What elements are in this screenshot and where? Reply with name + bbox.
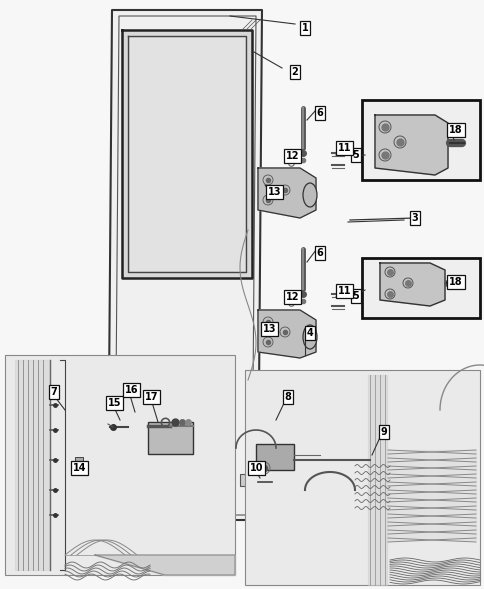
Polygon shape (95, 555, 235, 575)
Bar (75, 457, 83, 475)
Text: 11: 11 (337, 286, 351, 296)
Text: 18: 18 (448, 125, 462, 135)
Text: 5: 5 (352, 150, 359, 160)
Bar (244, 370, 479, 585)
Text: 12: 12 (286, 151, 299, 161)
Polygon shape (108, 10, 261, 520)
Text: 14: 14 (73, 463, 87, 473)
Polygon shape (257, 168, 316, 218)
Bar (361, 100, 479, 180)
Text: 13: 13 (268, 187, 281, 197)
Text: 3: 3 (411, 213, 418, 223)
Text: 6: 6 (316, 248, 323, 258)
Text: 18: 18 (448, 277, 462, 287)
Text: 13: 13 (263, 324, 276, 334)
Text: 10: 10 (250, 463, 263, 473)
Text: 17: 17 (145, 392, 158, 402)
Text: 15: 15 (108, 398, 121, 408)
Text: 8: 8 (284, 392, 291, 402)
Ellipse shape (302, 325, 317, 349)
Bar (240, 474, 252, 486)
Text: 12: 12 (286, 292, 299, 302)
Text: 16: 16 (125, 385, 138, 395)
Text: 5: 5 (352, 291, 359, 301)
Polygon shape (257, 310, 316, 358)
Bar (5, 355, 235, 575)
Text: 11: 11 (337, 143, 351, 153)
Text: 2: 2 (291, 67, 298, 77)
Bar (361, 258, 479, 318)
Polygon shape (130, 38, 243, 270)
Polygon shape (379, 263, 444, 306)
Polygon shape (387, 450, 475, 540)
Polygon shape (122, 30, 252, 278)
Ellipse shape (302, 183, 317, 207)
Text: 6: 6 (316, 108, 323, 118)
Bar (148, 422, 193, 454)
Polygon shape (374, 115, 447, 175)
Text: 4: 4 (306, 328, 313, 338)
Polygon shape (15, 360, 50, 570)
Text: 1: 1 (301, 23, 308, 33)
Polygon shape (367, 375, 386, 585)
Text: 7: 7 (50, 387, 57, 397)
Bar (256, 444, 293, 470)
Text: 9: 9 (380, 427, 387, 437)
